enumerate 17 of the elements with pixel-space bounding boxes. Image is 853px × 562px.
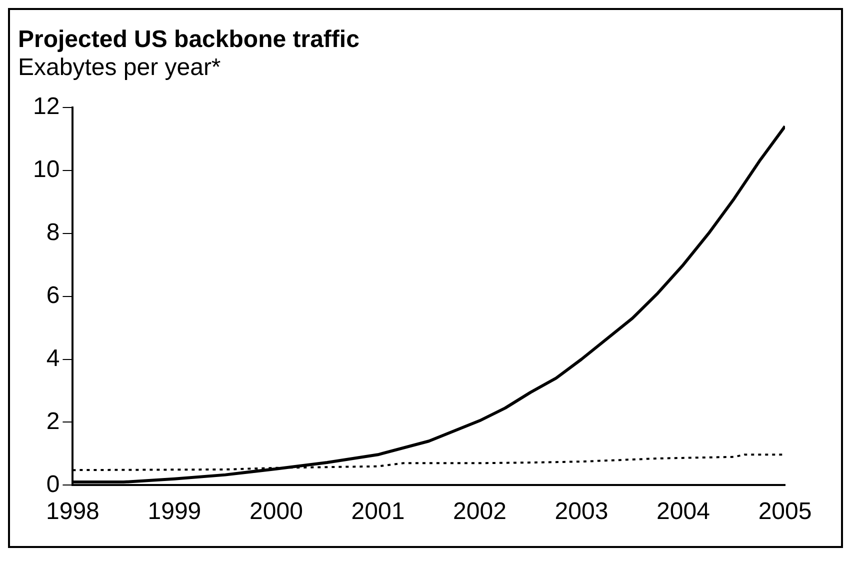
x-tick-label: 2005 (758, 498, 812, 526)
x-tick-label: 2004 (656, 498, 710, 526)
y-tick-label: 2 (46, 408, 60, 435)
x-tick-label: 2001 (351, 498, 405, 526)
chart-title: Projected US backbone traffic (18, 26, 360, 54)
y-tick-label: 6 (46, 282, 60, 309)
x-tick-label: 2003 (554, 498, 608, 526)
y-tick-label: 8 (46, 218, 60, 246)
y-tick-label: 12 (32, 93, 60, 120)
x-tick-label: 2000 (250, 498, 303, 526)
y-tick-label: 4 (46, 344, 60, 372)
y-tick-label: 10 (32, 156, 60, 183)
chart-subtitle: Exabytes per year* (18, 54, 221, 82)
x-tick-label: 2002 (453, 498, 506, 526)
y-tick-label: 0 (46, 470, 60, 498)
x-tick-label: 1999 (148, 498, 202, 526)
x-tick-label: 1998 (46, 498, 100, 526)
